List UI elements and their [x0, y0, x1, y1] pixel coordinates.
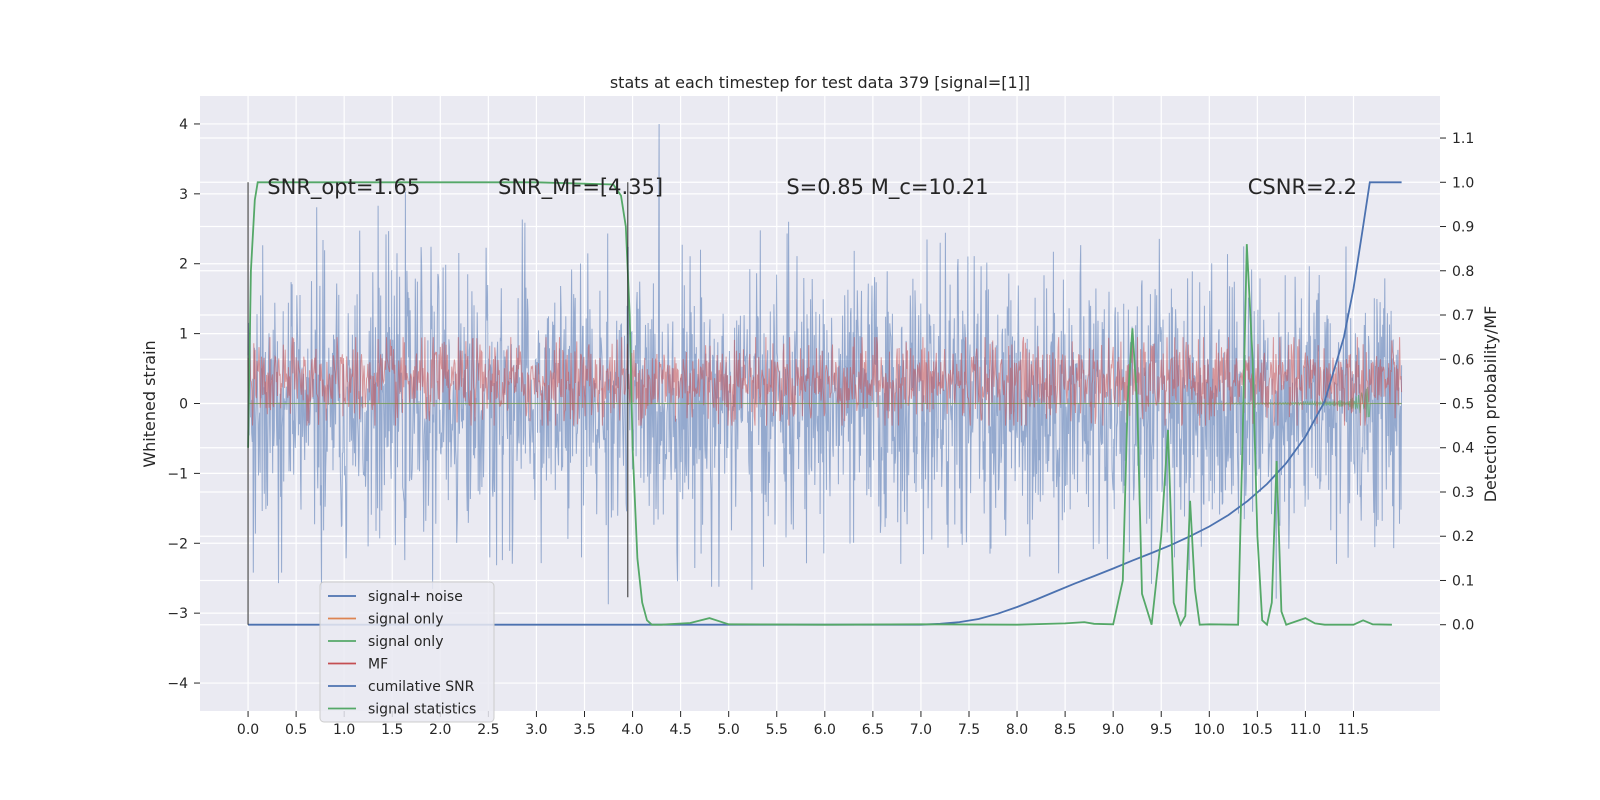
x-tick-label: 10.5 [1242, 722, 1273, 738]
x-tick-label: 7.5 [958, 722, 980, 738]
y2-tick-label: 0.2 [1452, 529, 1474, 545]
legend-label: signal statistics [368, 702, 476, 718]
x-tick-label: 8.5 [1054, 722, 1076, 738]
x-tick-label: 2.5 [477, 722, 499, 738]
data-layer [247, 123, 1403, 628]
y-tick-label: 0 [179, 397, 188, 413]
series-line-signal-noise [247, 123, 1403, 605]
y2-tick-label: 1.1 [1452, 131, 1474, 147]
annotations: SNR_opt=1.65 SNR_MF=[4.35] S=0.85 M_c=10.2… [267, 175, 1357, 200]
y2-tick-label: 0.3 [1452, 485, 1474, 501]
x-axis: 0.0 0.5 1.0 1.5 2.0 2.5 3.0 3.5 4.0 4.5 5.0 5.5 6.0 6… [237, 711, 1369, 738]
x-tick-label: 4.5 [669, 722, 691, 738]
y-axis-right: 0.0 0.1 0.2 0.3 0.4 0.5 0.6 0.7 0.8 0.9 1.0 1.1 [1440, 131, 1474, 634]
legend-label: signal+ noise [368, 589, 463, 605]
y2-tick-label: 0.8 [1452, 264, 1474, 280]
y-axis-left: −4 −3 −2 −1 0 1 2 3 4 [167, 117, 200, 692]
y2-tick-label: 0.9 [1452, 220, 1474, 236]
chart-title: stats at each timestep for test data 379… [610, 73, 1030, 92]
x-tick-label: 0.0 [237, 722, 259, 738]
x-tick-label: 5.0 [718, 722, 740, 738]
x-tick-label: 6.0 [814, 722, 836, 738]
x-tick-label: 5.5 [766, 722, 788, 738]
y-tick-label: 4 [179, 117, 188, 133]
y-tick-label: −3 [167, 606, 188, 622]
legend-label: signal only [368, 612, 443, 628]
annotation-2: S=0.85 M_c=10.21 [786, 175, 988, 200]
y-tick-label: 3 [179, 187, 188, 203]
y2-axis-label: Detection probability/MF [1481, 306, 1500, 503]
annotation-0: SNR_opt=1.65 [267, 175, 420, 200]
x-tick-label: 6.5 [862, 722, 884, 738]
x-tick-label: 2.0 [429, 722, 451, 738]
y-tick-label: 2 [179, 257, 188, 273]
y-tick-label: −2 [167, 536, 188, 552]
y-tick-label: 1 [179, 327, 188, 343]
x-tick-label: 1.5 [381, 722, 403, 738]
legend: signal+ noise signal only signal only MF cum… [319, 581, 495, 723]
x-tick-label: 1.0 [333, 722, 355, 738]
x-tick-label: 4.0 [621, 722, 643, 738]
y-axis-label: Whitened strain [140, 340, 159, 467]
y2-tick-label: 0.5 [1452, 397, 1474, 413]
x-tick-label: 3.0 [525, 722, 547, 738]
x-tick-label: 11.5 [1338, 722, 1369, 738]
y-tick-label: −1 [167, 466, 188, 482]
y2-tick-label: 0.6 [1452, 352, 1474, 368]
legend-label: cumilative SNR [368, 679, 475, 695]
legend-label: MF [368, 657, 388, 673]
x-tick-label: 11.0 [1290, 722, 1321, 738]
y-tick-label: −4 [167, 676, 188, 692]
y2-tick-label: 0.0 [1452, 618, 1474, 634]
series-line-signal-statistics [247, 181, 1392, 628]
y2-tick-label: 0.1 [1452, 573, 1474, 589]
x-tick-label: 3.5 [573, 722, 595, 738]
series-line-mf [247, 337, 1403, 426]
y2-tick-label: 0.4 [1452, 441, 1474, 457]
y2-tick-label: 1.0 [1452, 175, 1474, 191]
x-tick-label: 10.0 [1194, 722, 1225, 738]
series-line-cumilative-snr [248, 181, 1402, 626]
x-tick-label: 9.5 [1150, 722, 1172, 738]
annotation-3: CSNR=2.2 [1248, 175, 1357, 199]
y2-tick-label: 0.7 [1452, 308, 1474, 324]
annotation-1: SNR_MF=[4.35] [498, 175, 663, 200]
x-tick-label: 7.0 [910, 722, 932, 738]
legend-box [319, 581, 495, 723]
x-tick-label: 0.5 [285, 722, 307, 738]
x-tick-label: 8.0 [1006, 722, 1028, 738]
legend-label: signal only [368, 634, 443, 650]
x-tick-label: 9.0 [1102, 722, 1124, 738]
